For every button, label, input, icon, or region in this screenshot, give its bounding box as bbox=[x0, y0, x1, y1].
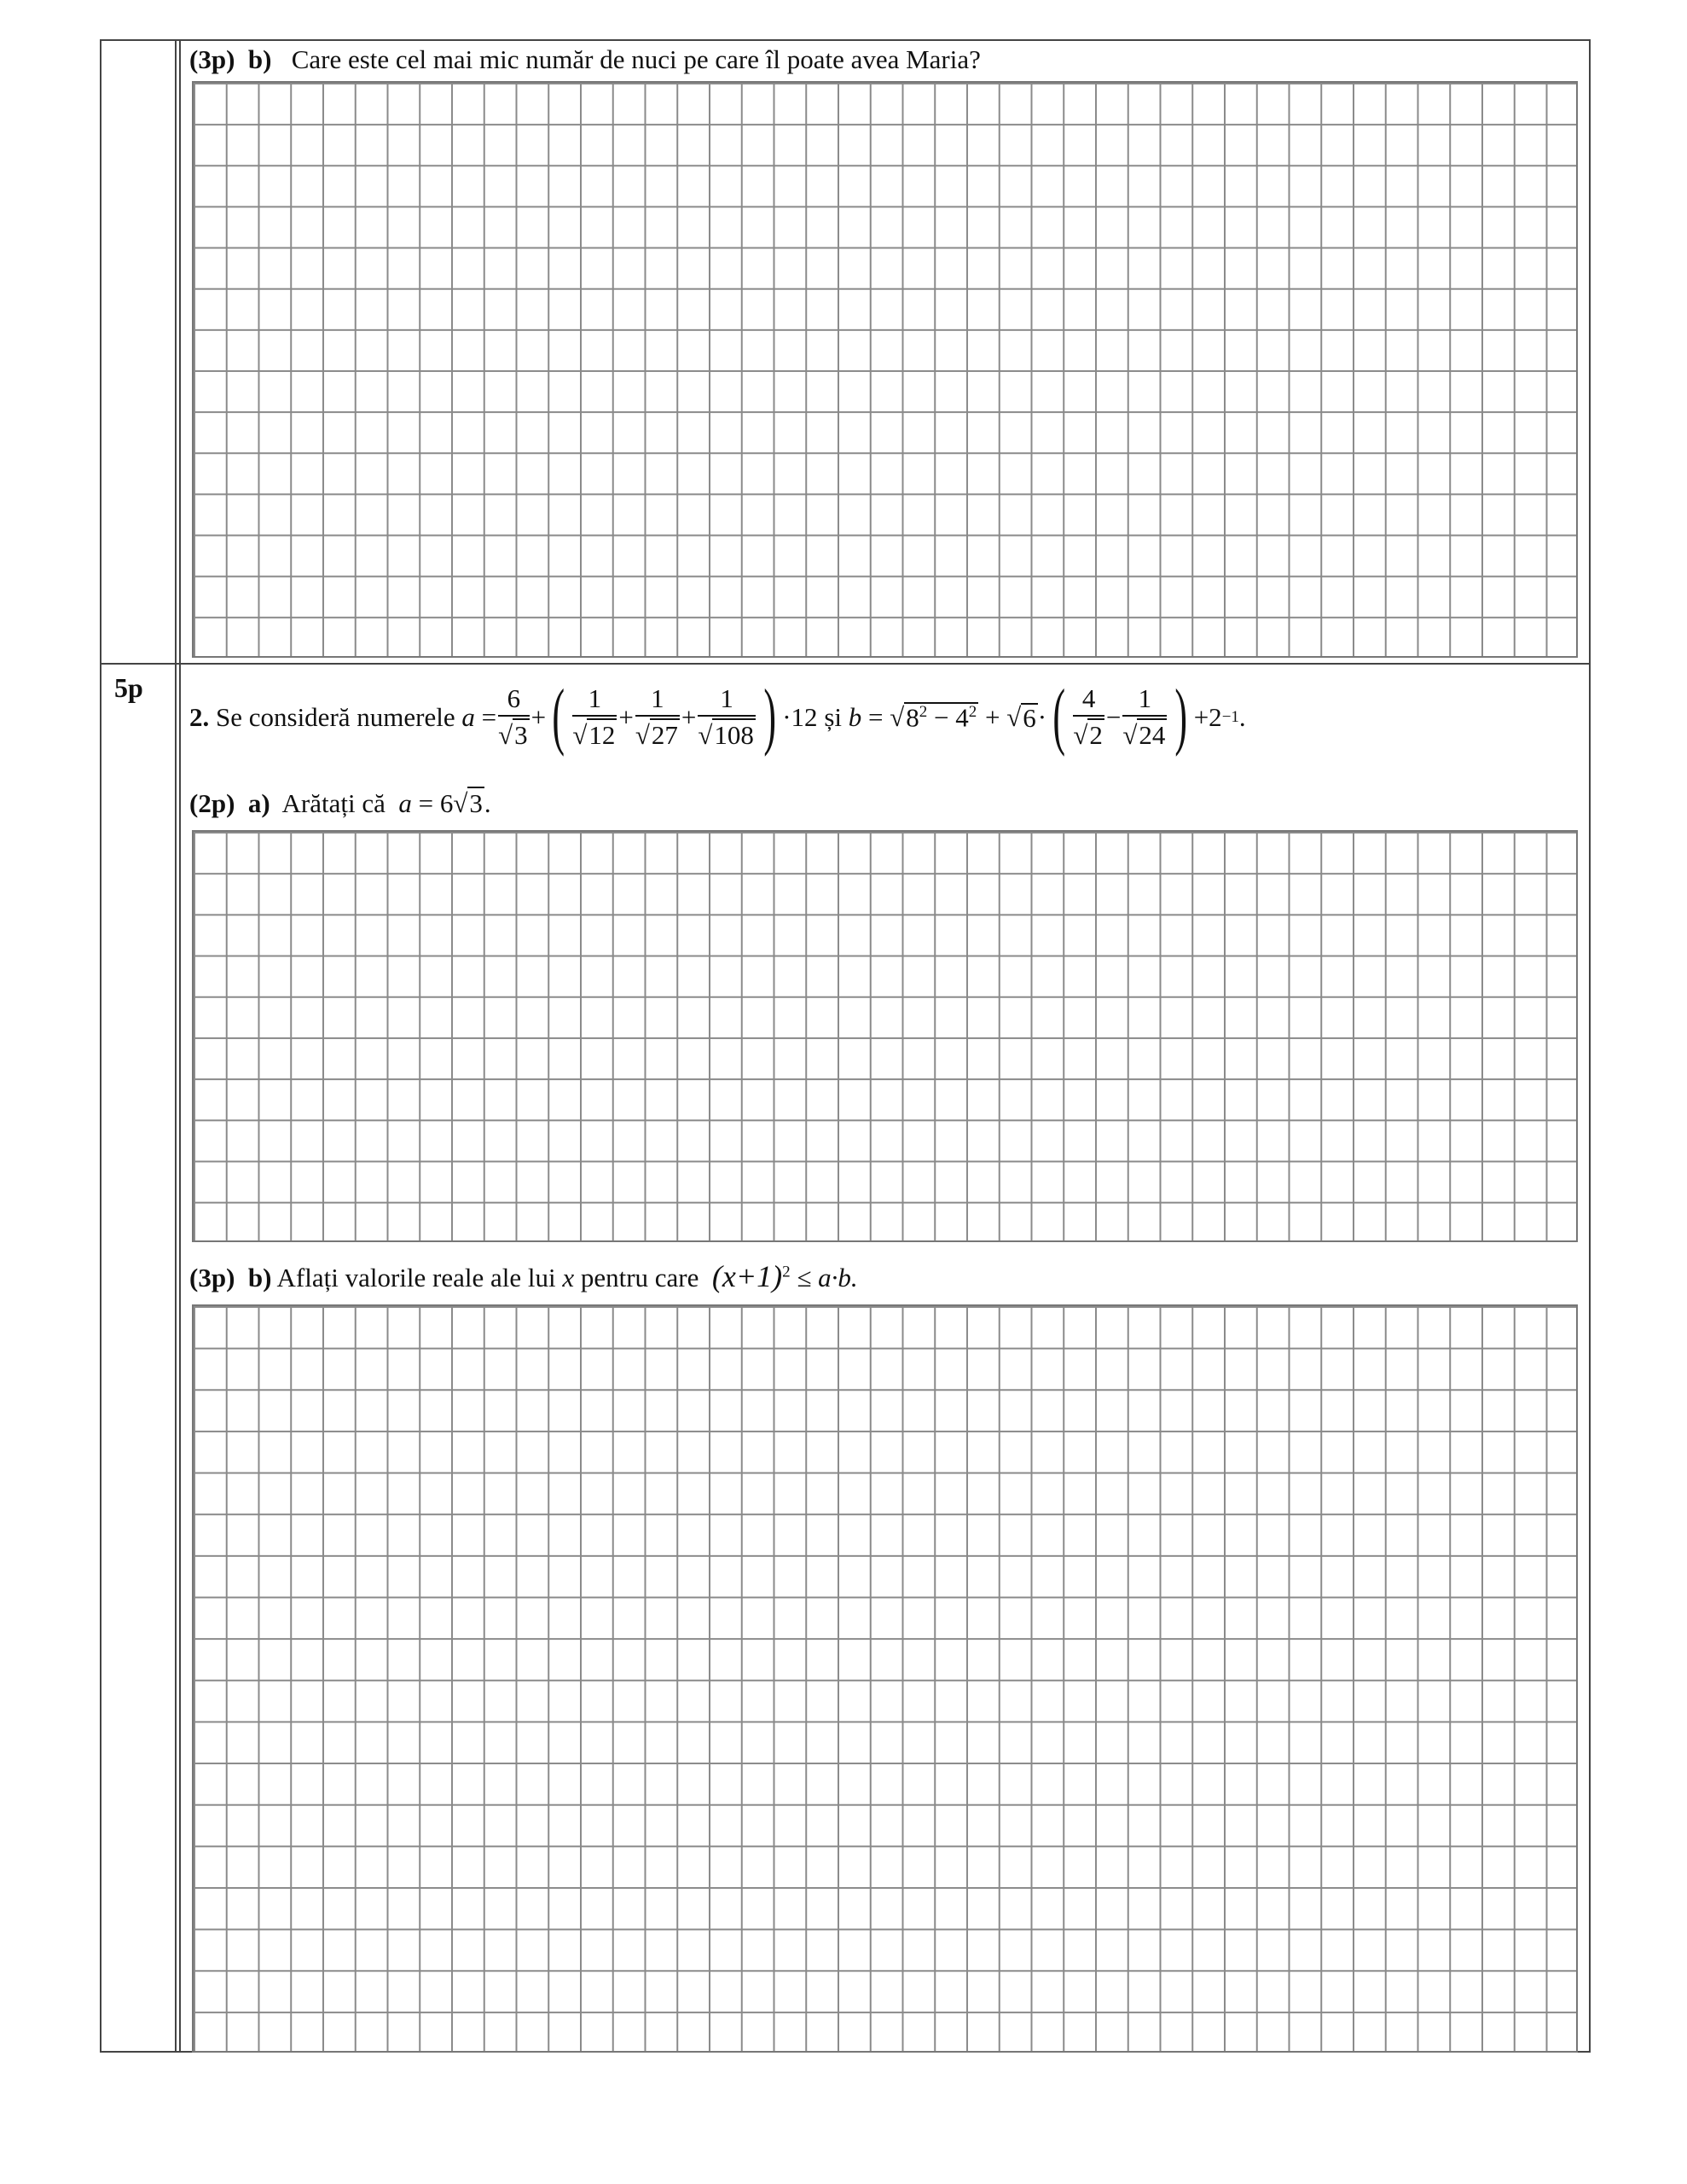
minus: − bbox=[1105, 701, 1122, 732]
den: √12 bbox=[572, 718, 617, 750]
table-top-border bbox=[100, 39, 1591, 41]
intro-text: Se consideră numerele bbox=[216, 701, 455, 732]
question-2a: (2p) a) Arătați că a = 6√3. bbox=[189, 787, 491, 818]
answer-grid-1[interactable] bbox=[192, 81, 1578, 658]
score-label: 5p bbox=[114, 672, 143, 703]
base: 8 bbox=[906, 702, 919, 733]
eq: = 6 bbox=[418, 788, 454, 818]
fraction: 1 √24 bbox=[1122, 685, 1168, 750]
dot: · bbox=[1037, 701, 1047, 732]
question-1b: (3p) b) Care este cel mai mic număr de n… bbox=[189, 46, 981, 73]
den: √27 bbox=[635, 718, 680, 750]
end: . bbox=[484, 788, 491, 818]
plus: + bbox=[618, 701, 634, 732]
fraction: 1 √108 bbox=[698, 685, 756, 750]
points: (2p) bbox=[189, 788, 235, 818]
expr: (x+1) bbox=[711, 1259, 783, 1293]
problem-2-statement: 2. Se consideră numerele a = 6 √3 + ( 1 √1… bbox=[189, 675, 1246, 758]
exp: 2 bbox=[782, 1263, 791, 1281]
var-a: a bbox=[398, 788, 412, 818]
item-label: b) bbox=[247, 44, 272, 74]
minus: − bbox=[934, 702, 949, 733]
row-divider bbox=[100, 663, 1591, 665]
radicand: 2 bbox=[1087, 718, 1104, 750]
score-column-divider-inner bbox=[179, 39, 181, 2053]
item-label: a) bbox=[247, 788, 270, 818]
paren: ) bbox=[1174, 675, 1188, 758]
radicand: 6 bbox=[1021, 702, 1038, 733]
end: . bbox=[1238, 701, 1246, 732]
relation: ≤ a·b. bbox=[797, 1263, 858, 1292]
question-text: Aflați valorile reale ale lui bbox=[276, 1263, 556, 1292]
den: √3 bbox=[498, 718, 530, 750]
question-text: Care este cel mai mic număr de nuci pe c… bbox=[291, 44, 981, 74]
conjunction: și bbox=[824, 701, 842, 732]
fraction: 1 √12 bbox=[572, 685, 617, 750]
fraction: 1 √27 bbox=[635, 685, 680, 750]
points: (3p) bbox=[189, 1263, 235, 1292]
points: (3p) bbox=[189, 44, 235, 74]
plus: + bbox=[984, 701, 1000, 732]
exp: 2 bbox=[968, 703, 977, 722]
problem-number: 2. bbox=[189, 701, 210, 732]
radicand: 3 bbox=[513, 718, 530, 750]
question-2b: (3p) b) Aflați valorile reale ale lui x … bbox=[189, 1261, 858, 1292]
den: √108 bbox=[698, 718, 756, 750]
radicand: 24 bbox=[1137, 718, 1168, 750]
var-b: b bbox=[848, 701, 862, 732]
num: 1 bbox=[698, 685, 756, 717]
radicand: 108 bbox=[712, 718, 756, 750]
eq: = bbox=[868, 701, 884, 732]
num: 4 bbox=[1073, 685, 1104, 717]
den: √2 bbox=[1073, 718, 1104, 750]
item-label: b) bbox=[247, 1263, 272, 1292]
radicand: 3 bbox=[467, 787, 484, 818]
answer-grid-2a[interactable] bbox=[192, 830, 1578, 1242]
radicand: 12 bbox=[587, 718, 617, 750]
question-text-2: pentru care bbox=[580, 1263, 699, 1292]
radicand: 82 − 42 bbox=[904, 702, 979, 733]
eq: = bbox=[481, 701, 497, 732]
tail: +2 bbox=[1193, 701, 1222, 732]
paren: ( bbox=[1052, 675, 1066, 758]
table-right-border bbox=[1589, 39, 1591, 2053]
fraction: 6 √3 bbox=[498, 685, 530, 750]
den: √24 bbox=[1122, 718, 1168, 750]
mult: ·12 bbox=[782, 701, 818, 732]
score-column-divider bbox=[175, 39, 177, 2053]
paren: ( bbox=[552, 675, 565, 758]
question-text: Arătați că bbox=[281, 788, 386, 818]
exp: 2 bbox=[919, 703, 928, 722]
base: 4 bbox=[955, 702, 969, 733]
num: 6 bbox=[498, 685, 530, 717]
paren: ) bbox=[763, 675, 776, 758]
plus: + bbox=[681, 701, 697, 732]
var-x: x bbox=[562, 1263, 575, 1292]
var-a: a bbox=[461, 701, 475, 732]
plus: + bbox=[530, 701, 547, 732]
num: 1 bbox=[572, 685, 617, 717]
answer-grid-2b[interactable] bbox=[192, 1304, 1578, 2053]
radicand: 27 bbox=[649, 718, 680, 750]
num: 1 bbox=[1122, 685, 1168, 717]
table-left-border bbox=[100, 39, 101, 2053]
num: 1 bbox=[635, 685, 680, 717]
fraction: 4 √2 bbox=[1073, 685, 1104, 750]
exp: −1 bbox=[1221, 707, 1239, 726]
